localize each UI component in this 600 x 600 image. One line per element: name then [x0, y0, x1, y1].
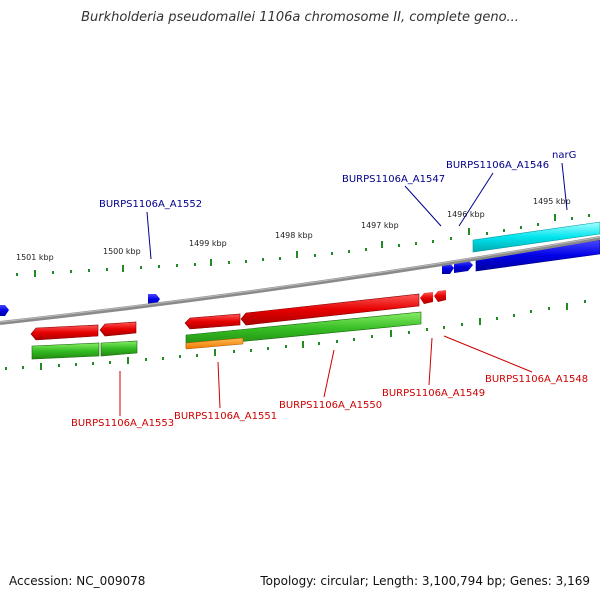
forward-gene-labels: BURPS1106A_A1552 BURPS1106A_A1547 BURPS1…	[99, 150, 576, 210]
outer-ruler	[16, 214, 590, 277]
inner-ruler	[5, 300, 586, 370]
outer-ruler-major-ticks	[34, 214, 556, 277]
forward-gene-feature	[442, 263, 454, 274]
reverse-gene-feature	[30, 324, 99, 341]
ruler-label: 1497 kbp	[361, 221, 399, 230]
inner-ruler-minor-ticks	[5, 300, 586, 370]
reverse-cds-feature	[100, 340, 138, 357]
ruler-label: 1499 kbp	[189, 239, 227, 248]
reverse-leader-lines	[119, 335, 533, 416]
gene-label[interactable]: BURPS1106A_A1549	[382, 388, 485, 399]
gene-label[interactable]: BURPS1106A_A1553	[71, 418, 174, 429]
reverse-gene-feature	[240, 293, 420, 326]
forward-gene-feature	[0, 305, 9, 316]
topology-label: Topology: circular; Length: 3,100,794 bp…	[260, 574, 590, 588]
reverse-strand-genes	[30, 290, 446, 341]
reverse-cds-feature	[31, 342, 100, 360]
outer-ruler-minor-ticks	[16, 214, 590, 276]
gene-label[interactable]: BURPS1106A_A1546	[446, 160, 549, 171]
ruler-label: 1495 kbp	[533, 197, 571, 206]
genome-backbone	[0, 236, 600, 325]
forward-strand-features	[0, 221, 600, 316]
inner-ruler-major-ticks	[40, 303, 568, 370]
gene-label[interactable]: BURPS1106A_A1548	[485, 374, 588, 385]
map-title: Burkholderia pseudomallei 1106a chromoso…	[81, 10, 519, 25]
gene-label[interactable]: BURPS1106A_A1547	[342, 174, 445, 185]
forward-gene-feature	[148, 294, 160, 305]
reverse-strand-cds	[31, 311, 422, 360]
gene-label[interactable]: BURPS1106A_A1551	[174, 411, 277, 422]
reverse-gene-feature	[99, 321, 137, 337]
reverse-gene-labels: BURPS1106A_A1553 BURPS1106A_A1551 BURPS1…	[71, 374, 588, 429]
gene-label[interactable]: BURPS1106A_A1550	[279, 400, 382, 411]
forward-leader-lines	[146, 162, 568, 260]
forward-cds-feature	[472, 221, 600, 253]
gene-label[interactable]: BURPS1106A_A1552	[99, 199, 202, 210]
gene-label[interactable]: narG	[552, 150, 576, 161]
ruler-label: 1501 kbp	[16, 253, 54, 262]
reverse-gene-feature	[184, 313, 241, 330]
reverse-misc-feature	[185, 337, 244, 350]
ruler-label: 1500 kbp	[103, 247, 141, 256]
reverse-gene-feature	[420, 292, 433, 304]
accession-label: Accession: NC_009078	[9, 574, 146, 588]
reverse-gene-feature	[434, 290, 446, 302]
ruler-label: 1498 kbp	[275, 231, 313, 240]
genome-backbone-highlight	[0, 236, 600, 323]
